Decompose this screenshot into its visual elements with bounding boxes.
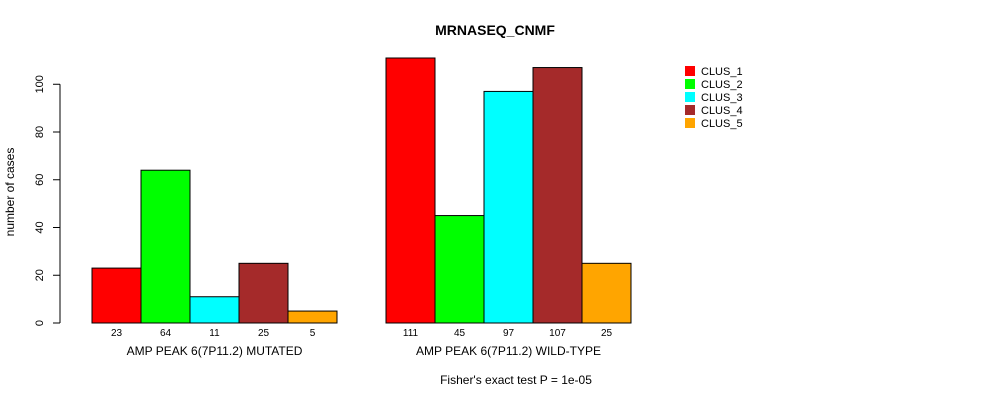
legend-label: CLUS_5 xyxy=(701,118,743,130)
bar-value-label: 97 xyxy=(503,328,515,339)
legend-label: CLUS_1 xyxy=(701,66,743,78)
y-tick-label: 40 xyxy=(34,221,46,233)
bar-value-label: 5 xyxy=(310,328,316,339)
y-axis-label: number of cases xyxy=(3,148,17,237)
group-labels: AMP PEAK 6(7P11.2) MUTATED AMP PEAK 6(7P1… xyxy=(127,344,601,358)
bar-clus-3 xyxy=(189,296,240,324)
bar-clus-1 xyxy=(91,267,142,324)
bar-clus-4 xyxy=(532,67,583,324)
bar-clus-2 xyxy=(140,169,191,324)
bar-value-label: 64 xyxy=(160,328,172,339)
legend-label: CLUS_2 xyxy=(701,79,743,91)
y-axis: 0 20 40 60 80 100 xyxy=(34,75,61,326)
group-label: AMP PEAK 6(7P11.2) MUTATED xyxy=(127,344,303,358)
legend-swatch-clus-2 xyxy=(685,79,695,89)
group-label: AMP PEAK 6(7P11.2) WILD-TYPE xyxy=(416,344,601,358)
legend-swatch-clus-1 xyxy=(685,66,695,76)
bar-value-label: 11 xyxy=(209,328,220,339)
bar-value-label: 25 xyxy=(601,328,613,339)
legend-swatch-clus-4 xyxy=(685,105,695,115)
bar-value-label: 23 xyxy=(111,328,123,339)
bar-value-label: 111 xyxy=(403,328,419,339)
bar-value-label: 25 xyxy=(258,328,270,339)
bar-clus-5 xyxy=(581,262,632,324)
y-tick-label: 100 xyxy=(34,75,46,93)
legend-swatch-clus-5 xyxy=(685,118,695,128)
bar-value-label: 45 xyxy=(454,328,466,339)
y-tick-label: 0 xyxy=(34,320,46,326)
bar-clus-5 xyxy=(287,310,338,324)
legend-swatch-clus-3 xyxy=(685,92,695,102)
bar-clus-2 xyxy=(434,215,485,324)
bar-clus-1 xyxy=(385,57,436,324)
legend-label: CLUS_3 xyxy=(701,92,743,104)
bar-clus-3 xyxy=(483,90,534,324)
y-tick-label: 20 xyxy=(34,269,46,281)
y-tick-label: 60 xyxy=(34,174,46,186)
fisher-test-annotation: Fisher's exact test P = 1e-05 xyxy=(440,373,592,387)
bar-value-label: 107 xyxy=(549,328,566,339)
legend-label: CLUS_4 xyxy=(701,105,743,117)
y-tick-label: 80 xyxy=(34,126,46,138)
bar-clus-4 xyxy=(238,262,289,324)
chart-title: MRNASEQ_CNMF xyxy=(435,22,555,38)
bars: 23 64 11 25 5 111 45 97 107 25 xyxy=(91,57,632,339)
